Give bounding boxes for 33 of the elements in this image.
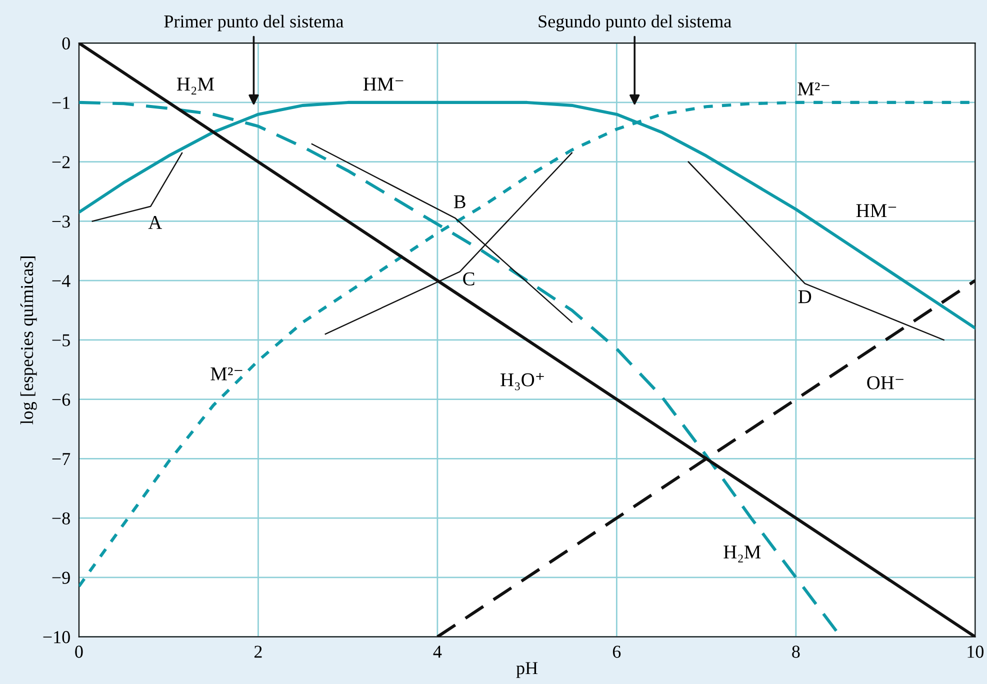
annotation: A [148,216,162,229]
annotation: M²⁻ [210,367,242,380]
y-tick-label: −8 [52,512,70,525]
y-tick-label: 0 [62,37,70,50]
y-tick-label: −10 [43,631,70,644]
x-tick-label: 6 [612,646,621,658]
y-tick-label: −1 [52,96,70,109]
x-tick-label: 4 [433,646,442,658]
annotation: H₃O⁺ [500,373,544,390]
y-tick-label: −4 [52,274,70,287]
y-tick-label: −5 [52,334,70,346]
y-tick-label: −9 [52,572,70,584]
annotation: H₂M [724,546,761,562]
y-axis-title: log [especies químicas] [20,256,37,424]
annotation: B [454,195,466,208]
annotation: HM⁻ [856,204,896,217]
y-tick-label: −7 [52,453,70,465]
annotation: C [463,272,474,286]
x-tick-label: 10 [968,646,984,658]
annotation: D [798,290,812,304]
annotation: HM⁻ [363,78,404,91]
annotation: OH⁻ [867,376,904,390]
y-tick-label: −2 [52,156,70,168]
x-tick-label: 2 [254,646,262,658]
x-axis-title: pH [516,662,538,678]
y-tick-label: −3 [52,216,70,228]
text: Segundo punto del sistema [538,14,732,32]
text: Primer punto del sistema [164,14,344,32]
annotation: M²⁻ [798,82,830,96]
x-tick-label: 0 [75,646,83,658]
annotation: H₂M [176,78,214,94]
x-tick-label: 8 [792,646,800,658]
y-tick-label: −6 [52,394,70,406]
